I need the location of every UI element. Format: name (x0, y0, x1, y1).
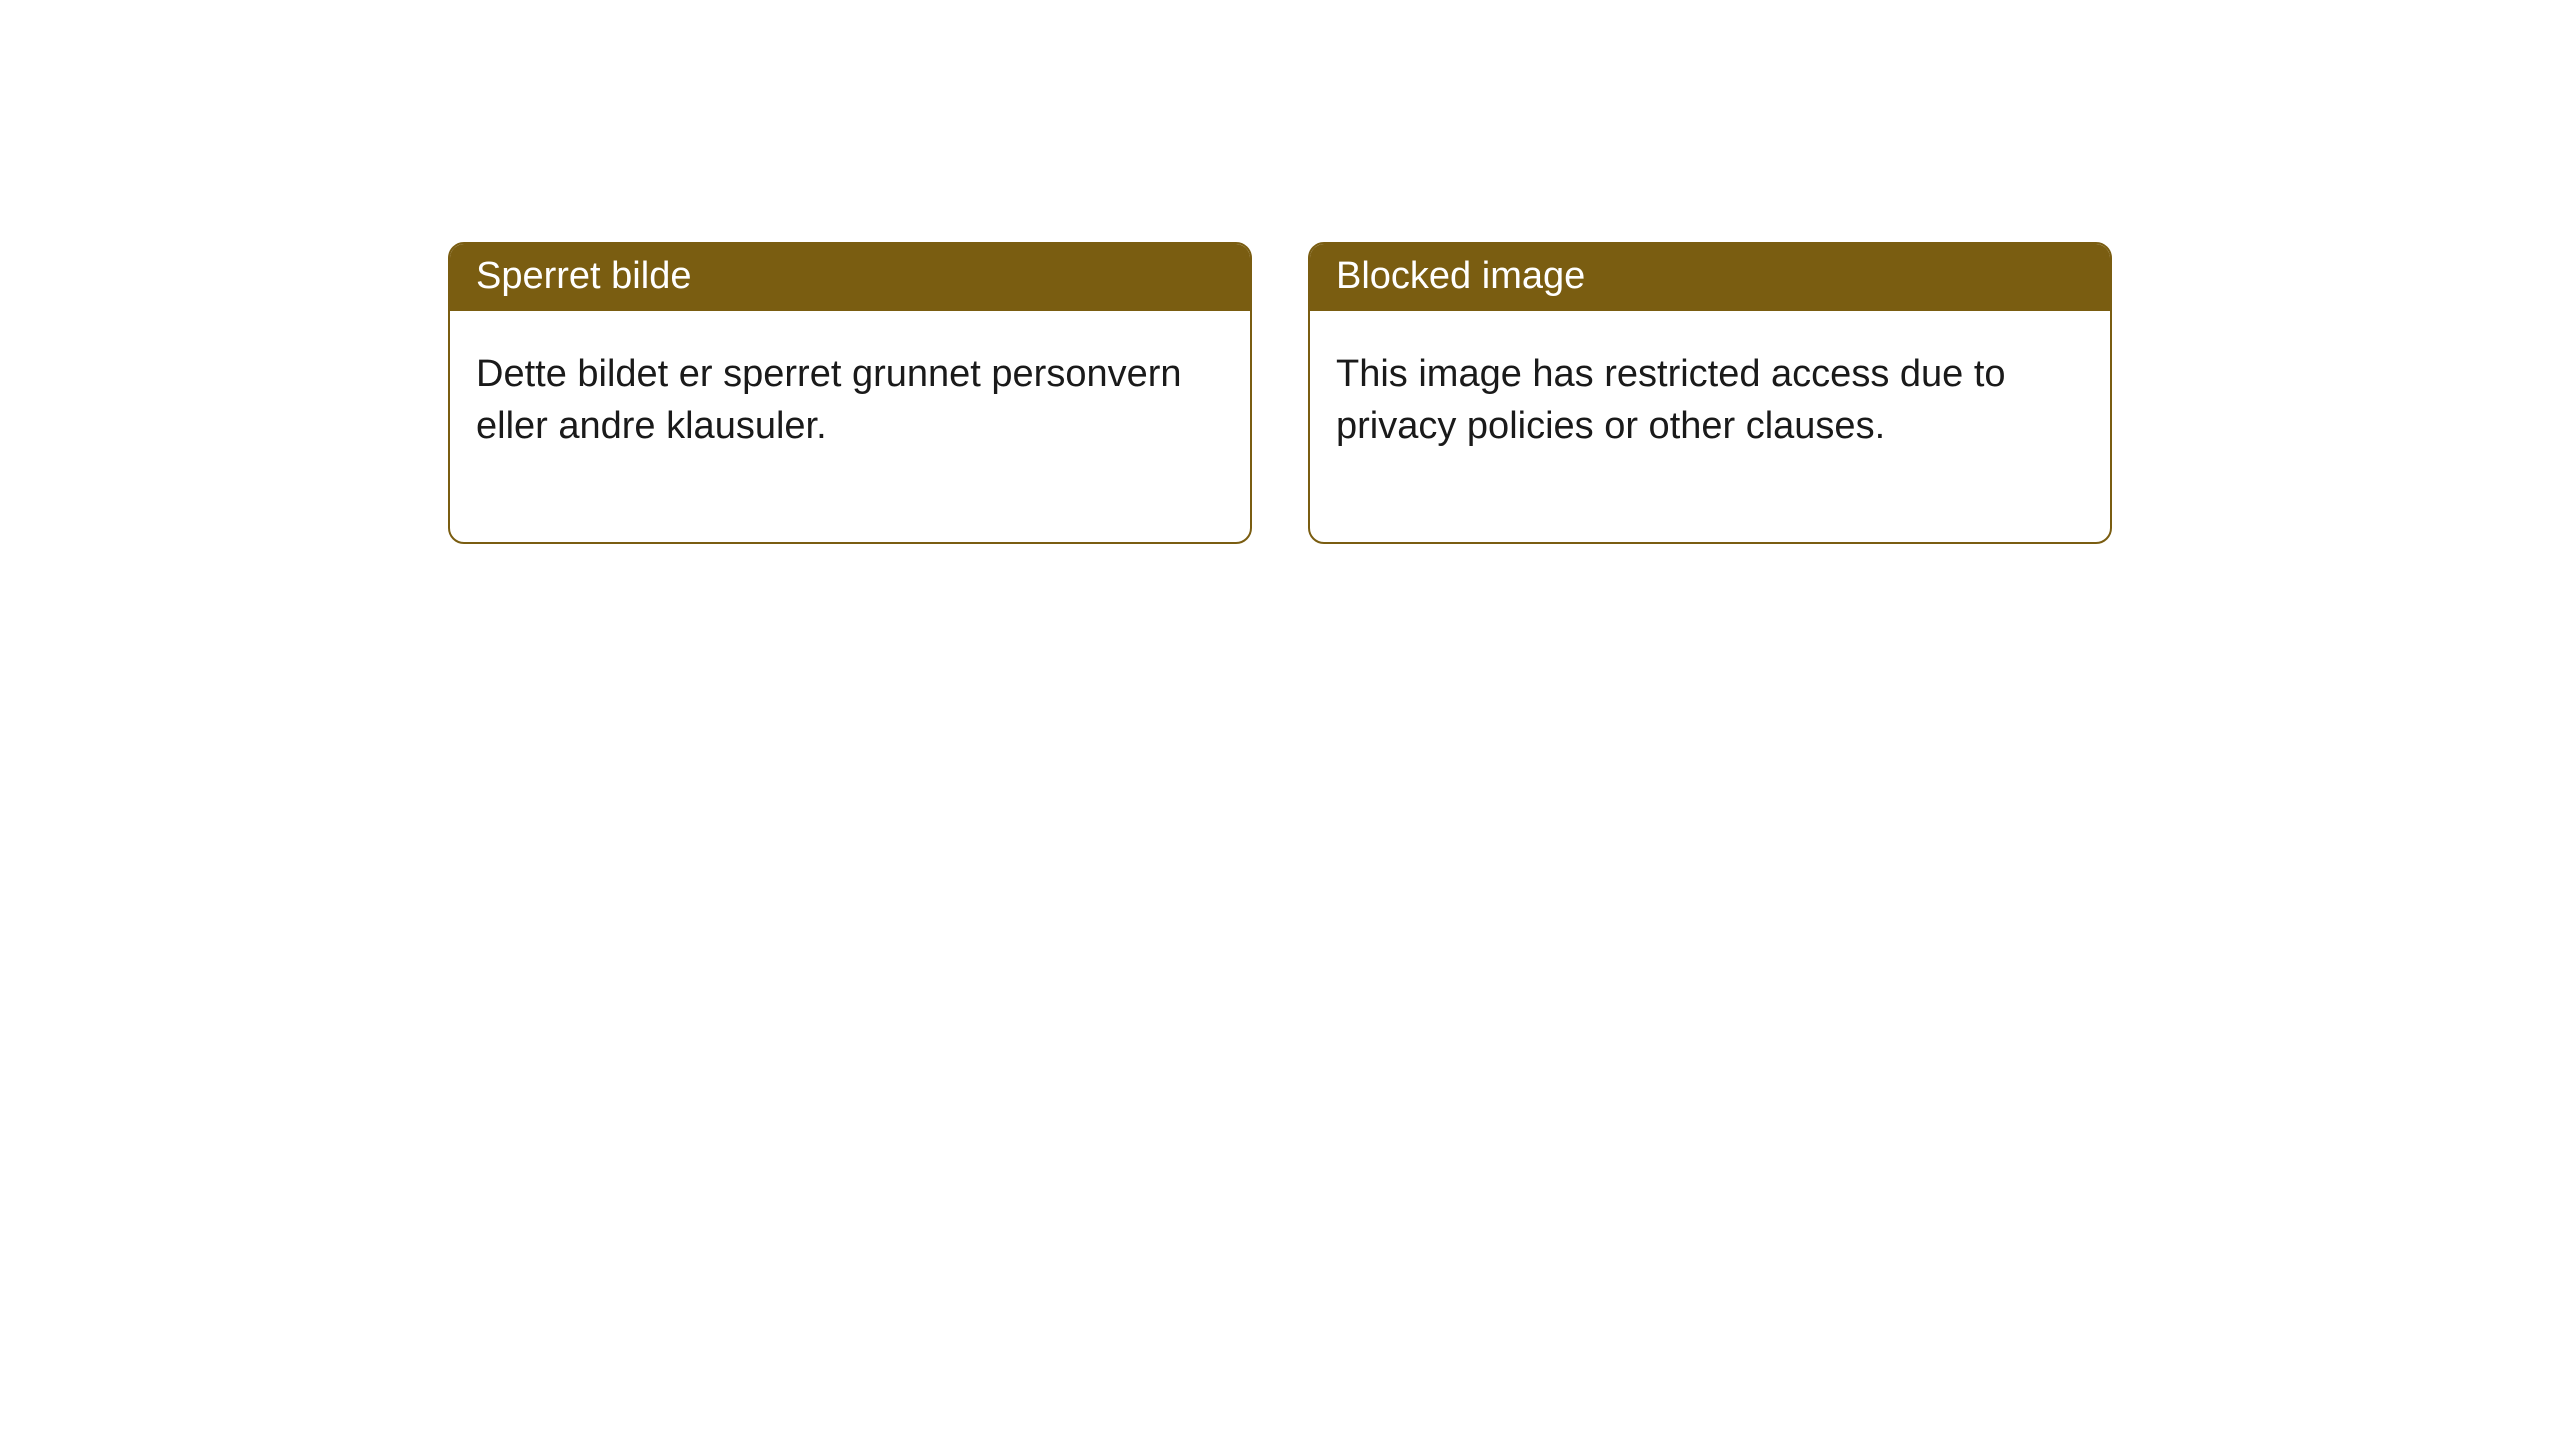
notice-header: Sperret bilde (450, 244, 1250, 311)
notice-body: Dette bildet er sperret grunnet personve… (450, 311, 1250, 542)
notice-body: This image has restricted access due to … (1310, 311, 2110, 542)
notice-card-english: Blocked image This image has restricted … (1308, 242, 2112, 544)
notice-header: Blocked image (1310, 244, 2110, 311)
notice-container: Sperret bilde Dette bildet er sperret gr… (0, 0, 2560, 544)
notice-card-norwegian: Sperret bilde Dette bildet er sperret gr… (448, 242, 1252, 544)
